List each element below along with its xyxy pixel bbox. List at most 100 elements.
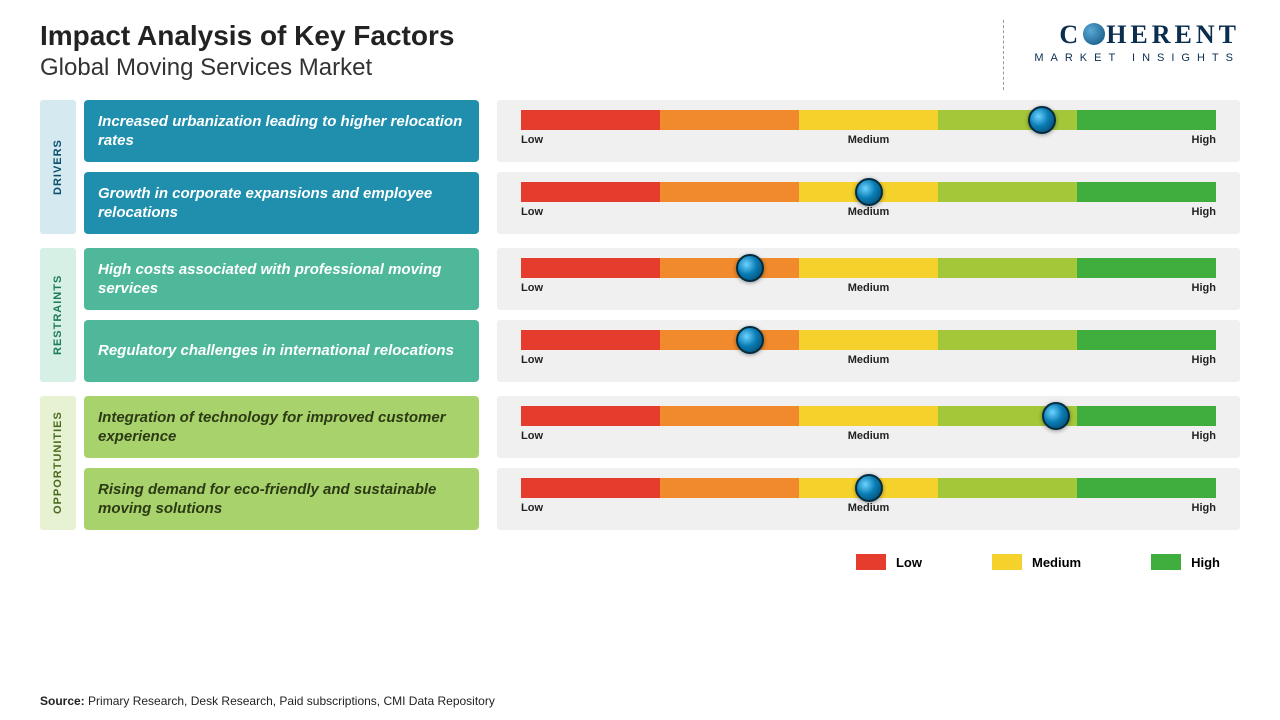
logo-part1: C: [1059, 20, 1082, 49]
page-title: Impact Analysis of Key Factors: [40, 20, 454, 52]
group-tab: RESTRAINTS: [40, 248, 76, 382]
gauge-label-low: Low: [521, 282, 543, 294]
gauge-label-medium: Medium: [848, 282, 890, 294]
gauge-segment: [521, 406, 660, 426]
gauge-labels: Low Medium High: [521, 502, 1216, 514]
header: Impact Analysis of Key Factors Global Mo…: [0, 0, 1280, 100]
gauge-bar: [521, 478, 1216, 498]
legend-item: Medium: [992, 554, 1081, 570]
factor-label: Integration of technology for improved c…: [84, 396, 479, 458]
group-rows: High costs associated with professional …: [84, 248, 1240, 382]
factor-label: Rising demand for eco-friendly and susta…: [84, 468, 479, 530]
gauge-knob: [855, 474, 883, 502]
group-tab: DRIVERS: [40, 100, 76, 234]
gauge-segment: [521, 182, 660, 202]
logo-tagline: MARKET INSIGHTS: [1034, 52, 1240, 64]
impact-gauge: Low Medium High: [497, 468, 1240, 530]
legend-swatch: [1151, 554, 1181, 570]
gauge-bar: [521, 110, 1216, 130]
legend-swatch: [992, 554, 1022, 570]
gauge-bar: [521, 182, 1216, 202]
gauge-segment: [521, 478, 660, 498]
factor-row: Increased urbanization leading to higher…: [84, 100, 1240, 162]
gauge-label-low: Low: [521, 354, 543, 366]
factor-label: High costs associated with professional …: [84, 248, 479, 310]
legend-label: Low: [896, 555, 922, 570]
gauge-labels: Low Medium High: [521, 206, 1216, 218]
gauge-label-low: Low: [521, 206, 543, 218]
factor-label: Increased urbanization leading to higher…: [84, 100, 479, 162]
brand-logo: CHERENT MARKET INSIGHTS: [1003, 20, 1240, 90]
gauge-segment: [521, 258, 660, 278]
gauge-knob: [1028, 106, 1056, 134]
legend-swatch: [856, 554, 886, 570]
factor-group: DRIVERSIncreased urbanization leading to…: [40, 100, 1240, 234]
gauge-knob: [855, 178, 883, 206]
gauge-segment: [1077, 330, 1216, 350]
gauge-segment: [799, 258, 938, 278]
factor-row: Regulatory challenges in international r…: [84, 320, 1240, 382]
gauge-segment: [660, 258, 799, 278]
factor-label: Growth in corporate expansions and emplo…: [84, 172, 479, 234]
impact-gauge: Low Medium High: [497, 172, 1240, 234]
logo-name: CHERENT: [1034, 20, 1240, 50]
gauge-segment: [799, 110, 938, 130]
gauge-label-medium: Medium: [848, 430, 890, 442]
gauge-segment: [660, 478, 799, 498]
gauge-segment: [521, 330, 660, 350]
legend: Low Medium High: [0, 544, 1280, 570]
factor-group: OPPORTUNITIESIntegration of technology f…: [40, 396, 1240, 530]
impact-gauge: Low Medium High: [497, 320, 1240, 382]
gauge-label-low: Low: [521, 502, 543, 514]
factor-row: Rising demand for eco-friendly and susta…: [84, 468, 1240, 530]
factor-row: Growth in corporate expansions and emplo…: [84, 172, 1240, 234]
gauge-knob: [736, 254, 764, 282]
gauge-segment: [1077, 258, 1216, 278]
gauge-segment: [1077, 110, 1216, 130]
gauge-segment: [660, 182, 799, 202]
gauge-segment: [799, 330, 938, 350]
factor-row: High costs associated with professional …: [84, 248, 1240, 310]
content-area: DRIVERSIncreased urbanization leading to…: [0, 100, 1280, 530]
gauge-label-medium: Medium: [848, 134, 890, 146]
group-tab: OPPORTUNITIES: [40, 396, 76, 530]
legend-item: High: [1151, 554, 1220, 570]
gauge-labels: Low Medium High: [521, 354, 1216, 366]
gauge-segment: [660, 110, 799, 130]
source-prefix: Source:: [40, 694, 85, 708]
gauge-segment: [938, 258, 1077, 278]
impact-gauge: LowMediumHigh: [497, 396, 1240, 458]
gauge-bar: [521, 406, 1216, 426]
factor-row: Integration of technology for improved c…: [84, 396, 1240, 458]
gauge-segment: [938, 478, 1077, 498]
gauge-segment: [938, 182, 1077, 202]
gauge-label-medium: Medium: [848, 354, 890, 366]
legend-label: High: [1191, 555, 1220, 570]
gauge-labels: LowMediumHigh: [521, 134, 1216, 146]
factor-label: Regulatory challenges in international r…: [84, 320, 479, 382]
gauge-segment: [1077, 182, 1216, 202]
gauge-label-high: High: [1192, 206, 1216, 218]
source-note: Source: Primary Research, Desk Research,…: [40, 694, 495, 708]
gauge-segment: [660, 330, 799, 350]
gauge-label-high: High: [1192, 354, 1216, 366]
group-rows: Integration of technology for improved c…: [84, 396, 1240, 530]
impact-gauge: LowMediumHigh: [497, 100, 1240, 162]
gauge-label-high: High: [1192, 502, 1216, 514]
gauge-segment: [660, 406, 799, 426]
gauge-segment: [938, 330, 1077, 350]
gauge-segment: [799, 406, 938, 426]
impact-gauge: LowMediumHigh: [497, 248, 1240, 310]
page-subtitle: Global Moving Services Market: [40, 54, 454, 82]
title-block: Impact Analysis of Key Factors Global Mo…: [40, 20, 454, 82]
gauge-label-medium: Medium: [848, 502, 890, 514]
legend-label: Medium: [1032, 555, 1081, 570]
gauge-segment: [1077, 406, 1216, 426]
gauge-label-high: High: [1192, 430, 1216, 442]
group-rows: Increased urbanization leading to higher…: [84, 100, 1240, 234]
source-text: Primary Research, Desk Research, Paid su…: [88, 694, 495, 708]
factor-group: RESTRAINTSHigh costs associated with pro…: [40, 248, 1240, 382]
gauge-label-low: Low: [521, 134, 543, 146]
legend-item: Low: [856, 554, 922, 570]
gauge-label-medium: Medium: [848, 206, 890, 218]
